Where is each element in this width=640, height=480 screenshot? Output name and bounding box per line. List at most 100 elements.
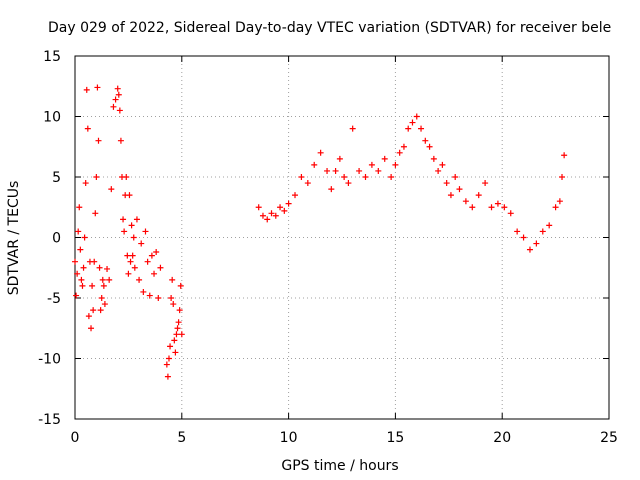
data-point [155,295,162,301]
data-point [129,252,136,259]
y-tick-label: 5 [52,170,61,186]
data-series-sdtvar [72,84,568,380]
data-point [426,143,433,150]
data-point [93,174,100,180]
data-point [435,167,442,174]
y-tick-label: -10 [38,352,61,368]
data-point [108,186,115,193]
data-point [133,216,140,223]
data-point [439,161,446,168]
x-tick-label: 0 [71,430,80,446]
data-point [91,258,98,265]
data-point [163,361,170,368]
data-point [298,174,305,180]
data-point [83,86,90,93]
data-point [175,319,182,326]
data-point [272,212,279,219]
data-point [507,210,514,217]
data-point [146,292,153,299]
data-point [128,222,135,229]
data-point [277,204,284,211]
data-point [89,282,96,289]
x-tick-label: 25 [600,430,618,446]
chart-title: Day 029 of 2022, Sidereal Day-to-day VTE… [48,20,611,36]
data-point [422,137,429,144]
data-point [165,355,172,362]
data-point [151,270,158,277]
data-point [443,180,450,187]
data-point [77,246,84,253]
x-tick-label: 10 [280,430,298,446]
data-point [101,301,108,308]
data-point [110,103,117,110]
data-point [430,155,437,162]
data-point [169,276,176,283]
data-point [405,125,412,132]
data-point [177,282,184,289]
data-point [561,152,568,159]
data-point [264,216,271,223]
data-point [362,174,369,180]
data-point [514,228,521,235]
data-point [126,192,133,199]
data-point [375,167,382,174]
data-point [304,180,311,187]
data-point [88,325,95,332]
data-point [413,113,420,120]
data-point [176,307,183,314]
data-point [381,155,388,162]
data-point [144,258,151,265]
data-point [142,228,149,235]
data-point [99,276,106,283]
data-point [501,204,508,211]
data-point [332,167,339,174]
data-point [81,234,88,241]
data-point [456,186,463,193]
data-point [259,212,266,219]
data-point [447,192,454,199]
y-tick-label: 15 [43,49,61,65]
data-point [115,91,122,98]
data-point [104,265,111,272]
data-point [292,192,299,199]
data-point [526,246,533,253]
data-point [328,186,335,193]
data-point [168,295,175,301]
data-point [174,325,181,332]
data-point [80,264,87,271]
data-point [120,216,127,223]
data-point [85,313,92,320]
data-point [356,167,363,174]
data-point [138,240,145,247]
data-point [396,149,403,156]
data-point [136,276,143,283]
data-point [98,295,105,301]
data-point [418,125,425,132]
data-point [546,222,553,229]
data-point [285,200,292,207]
data-point [349,125,356,132]
data-point [94,84,101,91]
grid [75,56,609,419]
data-point [281,207,288,214]
data-point [153,249,160,256]
data-point [400,143,407,150]
data-point [90,307,97,314]
data-point [556,198,563,205]
data-point [74,270,81,277]
data-point [125,270,132,277]
data-point [84,125,91,132]
data-point [255,204,262,211]
y-tick-label: -5 [47,291,61,307]
data-point [171,337,178,344]
data-point [72,258,78,265]
data-point [164,373,171,380]
data-point [127,258,134,265]
data-point [97,307,104,314]
data-point [336,155,343,162]
data-point [559,174,566,180]
data-point [96,264,103,271]
data-point [114,85,121,92]
data-point [368,161,375,168]
